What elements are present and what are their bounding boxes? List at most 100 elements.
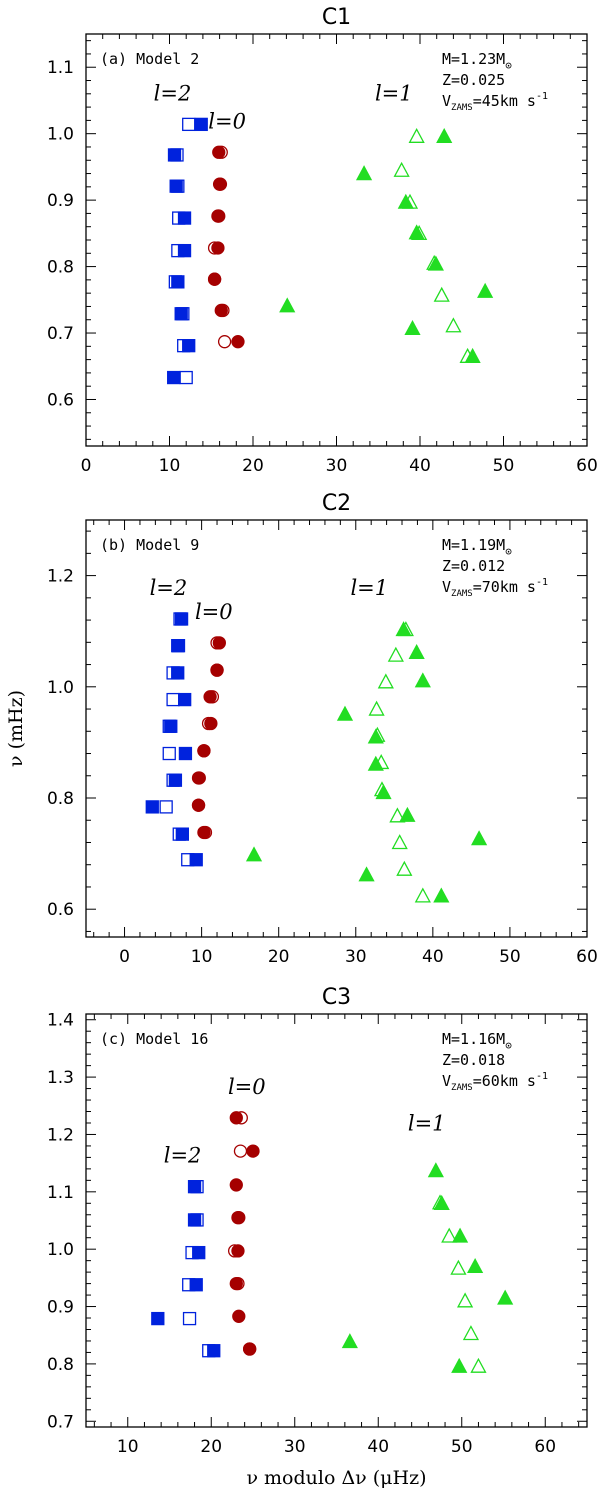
l0-observed-point (211, 241, 225, 255)
x-tick-label: 20 (268, 947, 290, 967)
l2-observed-point (187, 1180, 202, 1194)
l2-observed-point (178, 746, 193, 761)
l1-observed-point (358, 866, 375, 882)
x-tick-label: 60 (534, 1437, 556, 1457)
y-tick-label: 1.0 (47, 1240, 74, 1260)
l1-observed-point (375, 784, 392, 800)
degree-label-l2: l=2 (154, 81, 192, 105)
l2-observed-point (189, 853, 203, 867)
l0-model-point (233, 1144, 248, 1158)
panel-label: (b) Model 9 (100, 536, 199, 554)
l0-observed-point (204, 716, 218, 731)
l2-model-point (159, 800, 173, 814)
l2-observed-point (187, 1213, 202, 1227)
y-tick-label: 0.9 (47, 1298, 74, 1318)
panel-c1: C1 0 10 20 30 40 50 60 0.6 0.7 0.8 0.9 1.0 1.1 (a) Mod… (47, 5, 598, 476)
l0-observed-point (212, 177, 227, 191)
panel-c2: C2 0 10 20 30 40 50 60 0.6 0.8 1.0 1.2 (b) Model 9 M=… (5, 491, 598, 967)
x-tick-label: 30 (345, 947, 367, 967)
param-vzams: VZAMS=45km s-1 (442, 91, 548, 113)
x-tick-label: 50 (493, 456, 515, 476)
l0-observed-point (231, 335, 245, 349)
l1-observed-point (341, 1333, 358, 1349)
l0-observed-point (229, 1111, 243, 1125)
x-tick-label: 10 (191, 947, 213, 967)
l0-observed-point (229, 1276, 243, 1291)
x-tick-label: 40 (422, 947, 444, 967)
l2-observed-point (174, 307, 188, 321)
l2-observed-point (177, 211, 192, 225)
y-tick-label: 0.7 (47, 324, 74, 344)
l1-observed-point (404, 320, 421, 336)
l0-observed-point (243, 1342, 257, 1356)
l1-observed-point (464, 347, 481, 363)
l2-observed-point (151, 1311, 165, 1326)
l2-observed-point (171, 666, 185, 680)
l2-observed-point (182, 339, 196, 353)
l1-observed-point (436, 127, 453, 143)
l1-observed-point (336, 705, 354, 721)
l0-observed-point (232, 1309, 246, 1323)
y-tick-label: 1.0 (47, 678, 74, 698)
l2-observed-point (192, 1245, 206, 1260)
l1-model-point (387, 646, 404, 662)
l0-observed-point (211, 209, 225, 223)
l1-observed-point (408, 643, 425, 659)
l1-model-point (368, 700, 385, 716)
l1-observed-point (451, 1357, 468, 1373)
l2-observed-point (189, 1278, 203, 1292)
x-tick-label: 30 (284, 1437, 306, 1457)
y-tick-label: 0.8 (47, 789, 74, 809)
l0-observed-point (197, 744, 211, 758)
l1-observed-point (414, 672, 431, 688)
degree-label-l1: l=1 (350, 576, 388, 600)
l1-observed-point (471, 830, 488, 846)
y-axis-label: ν (mHz) (5, 690, 27, 767)
x-tick-label: 10 (117, 1437, 139, 1457)
y-tick-label: 0.6 (47, 390, 74, 410)
degree-label-l1: l=1 (375, 81, 413, 105)
l1-observed-point (427, 255, 444, 271)
x-tick-label: 40 (367, 1437, 389, 1457)
l2-observed-point (167, 370, 181, 385)
l2-observed-point (168, 773, 183, 787)
y-tick-label: 1.1 (47, 58, 74, 78)
plot-frame (85, 519, 588, 938)
x-tick-label: 0 (119, 947, 130, 967)
param-mass: M=1.16M⊙ (442, 1030, 512, 1052)
l1-model-point (441, 1227, 458, 1243)
l0-observed-point (210, 663, 224, 677)
l0-observed-point (207, 272, 222, 286)
l2-observed-point (207, 1344, 221, 1358)
l0-observed-point (191, 798, 206, 812)
param-vzams: VZAMS=70km s-1 (442, 577, 548, 599)
param-mass: M=1.19M⊙ (442, 536, 512, 558)
l1-observed-point (477, 282, 494, 298)
l0-observed-point (214, 303, 228, 318)
l0-observed-point (203, 690, 217, 704)
panel-title: C3 (322, 985, 351, 1010)
degree-label-l0: l=0 (228, 1075, 266, 1099)
l1-observed-point (451, 1227, 469, 1243)
l0-observed-point (229, 1178, 243, 1192)
x-tick-label: 0 (81, 456, 92, 476)
l1-observed-point (245, 846, 263, 862)
panel-c3: C3 10 20 30 40 50 60 0.7 0.8 0.9 1.0 1.1 1.2 1.3 1.4 (c… (47, 985, 588, 1489)
panel-label: (a) Model 2 (100, 50, 199, 68)
l1-model-point (433, 286, 450, 302)
param-z: Z=0.018 (442, 1051, 505, 1069)
l2-model-point (182, 1311, 197, 1326)
l2-observed-point (164, 719, 178, 733)
degree-label-l0: l=0 (208, 109, 246, 133)
y-tick-label: 1.0 (47, 125, 74, 145)
l2-model-point (162, 746, 176, 761)
y-tick-label: 1.1 (47, 1183, 74, 1203)
l1-model-point (445, 317, 462, 333)
degree-label-l2: l=2 (164, 1144, 202, 1168)
l1-model-point (391, 834, 408, 850)
l0-observed-point (197, 825, 211, 840)
x-tick-label: 40 (409, 456, 431, 476)
l1-model-point (414, 887, 431, 903)
l0-observed-point (231, 1244, 245, 1258)
